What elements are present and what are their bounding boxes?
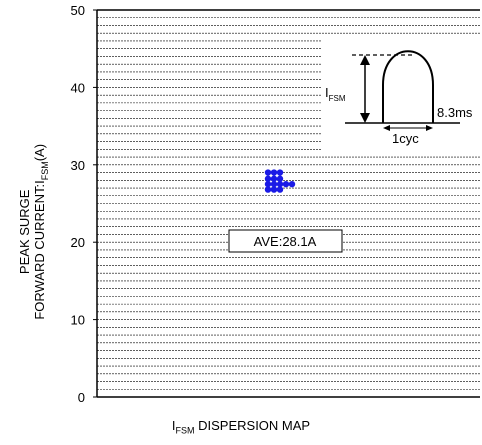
y-axis-title: PEAK SURGE FORWARD CURRENT:IFSM(A): [17, 142, 53, 322]
data-point: [270, 175, 278, 182]
data-point: [288, 180, 296, 188]
inset-ifsm-label: IFSM: [325, 85, 346, 103]
y-tick-label: 50: [71, 3, 85, 18]
inset-cycle-label: 1cyc: [392, 131, 419, 146]
data-point: [276, 169, 284, 176]
x-axis-caption: IFSM DISPERSION MAP: [171, 418, 311, 436]
inset-arrow-head-down: [360, 113, 370, 123]
inset-cycle-arrow-left: [383, 125, 390, 131]
y-tick-label: 10: [71, 313, 85, 328]
data-point: [270, 186, 278, 193]
y-tick-label: 30: [71, 158, 85, 173]
y-tick-label: 40: [71, 80, 85, 95]
y-tick-label: 0: [78, 390, 85, 405]
inset-half-sine-pulse: [382, 50, 434, 123]
data-point: [264, 186, 272, 193]
inset-period-label: 8.3ms: [437, 105, 473, 120]
data-point: [264, 175, 272, 182]
data-point: [270, 169, 278, 176]
inset-cycle-arrow-right: [426, 125, 433, 131]
y-axis-title-line2: FORWARD CURRENT:IFSM(A): [32, 143, 50, 320]
surge-waveform-inset: IFSM 8.3ms 1cyc: [322, 40, 480, 150]
data-point: [276, 186, 284, 193]
y-tick-label: 20: [71, 235, 85, 250]
data-points: [264, 169, 296, 193]
data-point: [282, 180, 290, 188]
y-tick-labels: 0 10 20 30 40 50: [71, 3, 97, 405]
average-box: [228, 229, 343, 253]
data-point: [270, 180, 278, 188]
inset-background: [322, 40, 480, 150]
data-point: [264, 180, 272, 188]
data-point: [276, 180, 284, 188]
data-point: [276, 175, 284, 182]
average-annotation: AVE:28.1A: [228, 229, 343, 253]
average-label: AVE:28.1A: [254, 234, 317, 249]
axes: [96, 9, 480, 398]
inset-arrow-head-up: [360, 55, 370, 65]
data-point: [264, 169, 272, 176]
y-axis-title-line1: PEAK SURGE: [17, 189, 33, 275]
